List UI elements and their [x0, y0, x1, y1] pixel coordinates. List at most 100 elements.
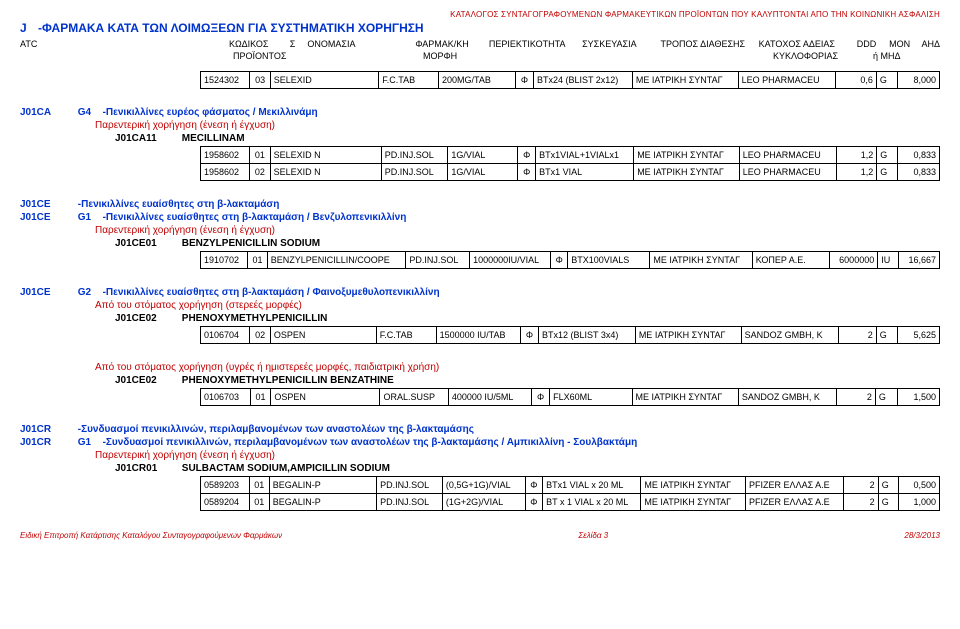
cell-strength: 200MG/TAB	[439, 72, 516, 89]
drug-row: 1958602 01 SELEXID N PD.INJ.SOL 1G/VIAL …	[200, 146, 940, 181]
admin-route: Από του στόματος χορήγηση (υγρές ή ημιστ…	[95, 362, 940, 373]
cell-strength: (0,5G+1G)/VIAL	[442, 477, 525, 494]
cell-mon: G	[876, 327, 897, 344]
cell-mon: G	[876, 72, 897, 89]
cell-strength: 400000 IU/5ML	[448, 389, 531, 406]
group-code: J01CR	[20, 437, 75, 448]
col-s: Σ	[290, 39, 308, 49]
cell-ddd: 2	[843, 494, 878, 511]
col-proiontos: ΠΡΟΪΟΝΤΟΣ	[233, 51, 313, 61]
atc4-name: SULBACTAM SODIUM,AMPICILLIN SODIUM	[182, 463, 390, 474]
cell-name: SELEXID N	[270, 164, 381, 181]
col-ddd: DDD	[857, 39, 889, 49]
group-sub: G1	[78, 212, 100, 223]
cell-s: 02	[250, 327, 270, 344]
cell-s: 01	[249, 477, 269, 494]
cell-code: 1958602	[201, 147, 250, 164]
cell-name: BENZYLPENICILLIN/COOPE	[267, 252, 406, 269]
atc4-code: J01CE02	[115, 375, 179, 386]
col-onomasia: ΟΝΟΜΑΣΙΑ	[307, 39, 415, 49]
group-code: J01CE	[20, 287, 75, 298]
cell-code: 1910702	[201, 252, 248, 269]
admin-route: Παρεντερική χορήγηση (ένεση ή έγχυση)	[95, 225, 940, 236]
cell-mon: G	[878, 477, 899, 494]
cell-holder: SANDOZ GMBH, K	[738, 389, 836, 406]
cell-code: 0106703	[201, 389, 251, 406]
col-atc: ATC	[20, 39, 38, 49]
drug-row: 0106703 01 OSPEN ORAL.SUSP 400000 IU/5ML…	[200, 388, 940, 406]
cell-ddd: 1,2	[836, 164, 876, 181]
col-farmorf: ΦΑΡΜΑΚ/ΚΗ	[415, 39, 489, 49]
col-ahd: ΑΗΔ	[921, 39, 940, 49]
col-morfh: ΜΟΡΦΗ	[423, 51, 498, 61]
cell-name: SELEXID	[270, 72, 378, 89]
cell-pack: BTx12 (BLIST 3x4)	[539, 327, 636, 344]
group-title: -Πενικιλλίνες ευαίσθητες στη β-λακταμάση…	[103, 212, 407, 223]
cell-pack: FLX60ML	[550, 389, 632, 406]
atc4-code: J01CA11	[115, 133, 179, 144]
group-title: -Πενικιλλίνες ευαίσθητες στη β-λακταμάση…	[103, 287, 440, 298]
cell-strength: 1G/VIAL	[448, 164, 518, 181]
cell-code: 1958602	[201, 164, 250, 181]
footer-center: Σελίδα 3	[578, 531, 608, 540]
cell-holder: PFIZER ΕΛΛΑΣ Α.Ε	[746, 477, 844, 494]
cell-holder: ΚΟΠΕΡ Α.Ε.	[752, 252, 829, 269]
cell-disp: ΜΕ ΙΑΤΡΙΚΗ ΣΥΝΤΑΓ	[641, 477, 746, 494]
cell-disp: ΜΕ ΙΑΤΡΙΚΗ ΣΥΝΤΑΓ	[632, 389, 738, 406]
cell-holder: PFIZER ΕΛΛΑΣ Α.Ε	[746, 494, 844, 511]
cell-ahd: 5,625	[898, 327, 940, 344]
cell-pack: BTx24 (BLIST 2x12)	[533, 72, 632, 89]
admin-route: Από του στόματος χορήγηση (στερεές μορφέ…	[95, 300, 940, 311]
cell-phi: Φ	[518, 147, 536, 164]
cell-disp: ΜΕ ΙΑΤΡΙΚΗ ΣΥΝΤΑΓ	[635, 327, 741, 344]
section-J-title: -ΦΑΡΜΑΚΑ ΚΑΤΑ ΤΩΝ ΛΟΙΜΩΞΕΩΝ ΓΙΑ ΣΥΣΤΗΜΑΤ…	[38, 21, 424, 35]
group-code: J01CE	[20, 212, 75, 223]
cell-disp: ΜΕ ΙΑΤΡΙΚΗ ΣΥΝΤΑΓ	[641, 494, 746, 511]
cell-holder: LEO PHARMACEU	[739, 164, 836, 181]
atc4-code: J01CE01	[115, 238, 179, 249]
drug-row: 0106704 02 OSPEN F.C.TAB 1500000 IU/TAB …	[200, 326, 940, 344]
cell-ddd: 6000000	[830, 252, 878, 269]
group-J01CA-G4: J01CA G4 -Πενικιλλίνες ευρέος φάσματος /…	[20, 107, 940, 118]
cell-pack: BTX100VIALS	[568, 252, 650, 269]
group-sub: G4	[78, 107, 100, 118]
atc4-name: PHENOXYMETHYLPENICILLIN BENZATHINE	[182, 375, 394, 386]
cell-code: 0106704	[201, 327, 250, 344]
cell-phi: Φ	[525, 494, 543, 511]
atc4-code: J01CR01	[115, 463, 179, 474]
cell-name: BEGALIN-P	[269, 477, 376, 494]
cell-form: ORAL.SUSP	[380, 389, 448, 406]
column-headers-2: ΠΡΟΪΟΝΤΟΣ ΜΟΡΦΗ ΚΥΚΛΟΦΟΡΙΑΣ ή ΜΗΔ	[20, 51, 940, 61]
cell-mon: G	[878, 494, 899, 511]
group-code: J01CR	[20, 424, 75, 435]
cell-ahd: 0,500	[899, 477, 940, 494]
atc4: J01CE02 PHENOXYMETHYLPENICILLIN BENZATHI…	[115, 375, 940, 386]
cell-ahd: 0,833	[898, 164, 940, 181]
cell-form: F.C.TAB	[376, 327, 436, 344]
cell-pack: BTx1 VIAL x 20 ML	[543, 477, 641, 494]
page-footer: Ειδική Επιτροπή Κατάρτισης Καταλόγου Συν…	[20, 531, 940, 540]
cell-ddd: 2	[843, 477, 878, 494]
cell-name: OSPEN	[271, 389, 380, 406]
cell-code: 0589204	[201, 494, 250, 511]
cell-code: 1524302	[201, 72, 250, 89]
cell-form: PD.INJ.SOL	[406, 252, 470, 269]
admin-route: Παρεντερική χορήγηση (ένεση ή έγχυση)	[95, 450, 940, 461]
cell-pack: BTx1 VIAL	[536, 164, 634, 181]
col-kodikos: ΚΩΔΙΚΟΣ	[229, 39, 290, 49]
cell-form: PD.INJ.SOL	[381, 164, 448, 181]
cell-disp: ΜΕ ΙΑΤΡΙΚΗ ΣΥΝΤΑΓ	[650, 252, 752, 269]
group-code: J01CE	[20, 199, 75, 210]
footer-right: 28/3/2013	[904, 531, 940, 540]
atc4-name: BENZYLPENICILLIN SODIUM	[182, 238, 320, 249]
footer-left: Ειδική Επιτροπή Κατάρτισης Καταλόγου Συν…	[20, 531, 282, 540]
column-headers: ATC ΚΩΔΙΚΟΣ Σ ΟΝΟΜΑΣΙΑ ΦΑΡΜΑΚ/ΚΗ ΠΕΡΙΕΚΤ…	[20, 39, 940, 49]
cell-s: 01	[250, 389, 271, 406]
cell-s: 03	[250, 72, 270, 89]
cell-phi: Φ	[520, 327, 538, 344]
cell-ahd: 1,000	[899, 494, 940, 511]
atc4: J01CA11 MECILLINAM	[115, 133, 940, 144]
cell-ahd: 16,667	[898, 252, 939, 269]
col-mon: MON	[889, 39, 921, 49]
cell-strength: 1000000IU/VIAL	[470, 252, 551, 269]
